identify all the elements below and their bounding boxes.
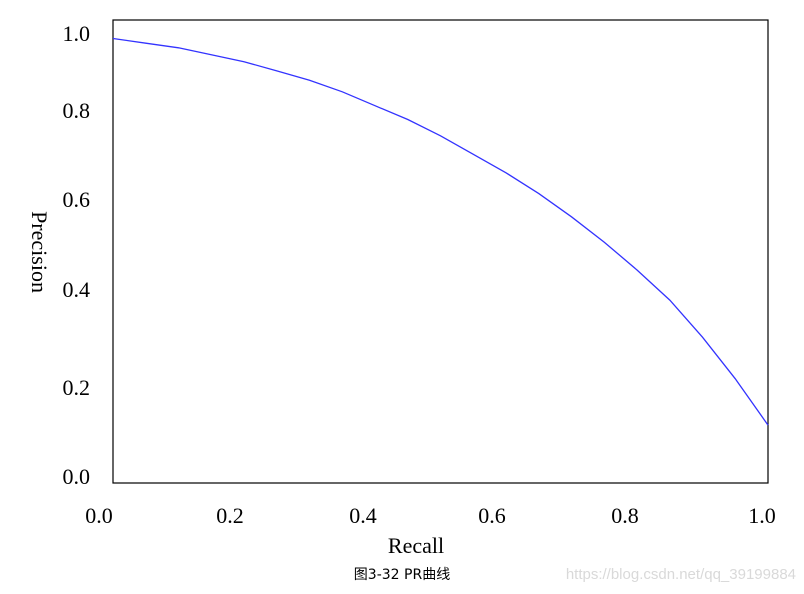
y-tick-labels: 0.0 0.2 0.4 0.6 0.8 1.0 [63, 21, 91, 489]
x-tick-label: 0.8 [611, 503, 639, 528]
x-tick-label: 0.2 [216, 503, 244, 528]
x-tick-label: 0.6 [478, 503, 506, 528]
x-axis-label: Recall [388, 533, 444, 558]
series-lines [112, 37, 769, 426]
x-tick-label: 0.0 [85, 503, 113, 528]
y-tick-label: 0.2 [63, 375, 91, 400]
y-tick-label: 0.6 [63, 187, 91, 212]
y-tick-label: 0.4 [63, 277, 91, 302]
x-tick-label: 1.0 [748, 503, 776, 528]
watermark: https://blog.csdn.net/qq_39199884 [565, 566, 796, 583]
y-tick-label: 1.0 [63, 21, 91, 46]
plot-frame [112, 19, 769, 484]
y-tick-label: 0.8 [63, 98, 91, 123]
y-tick-label: 0.0 [63, 464, 91, 489]
x-tick-label: 0.4 [349, 503, 377, 528]
figure-caption: 图3-32 PR曲线 [353, 567, 451, 583]
pr-curve-line [112, 37, 769, 426]
x-tick-labels: 0.0 0.2 0.4 0.6 0.8 1.0 [85, 503, 776, 528]
y-axis-label: Precision [27, 211, 52, 293]
